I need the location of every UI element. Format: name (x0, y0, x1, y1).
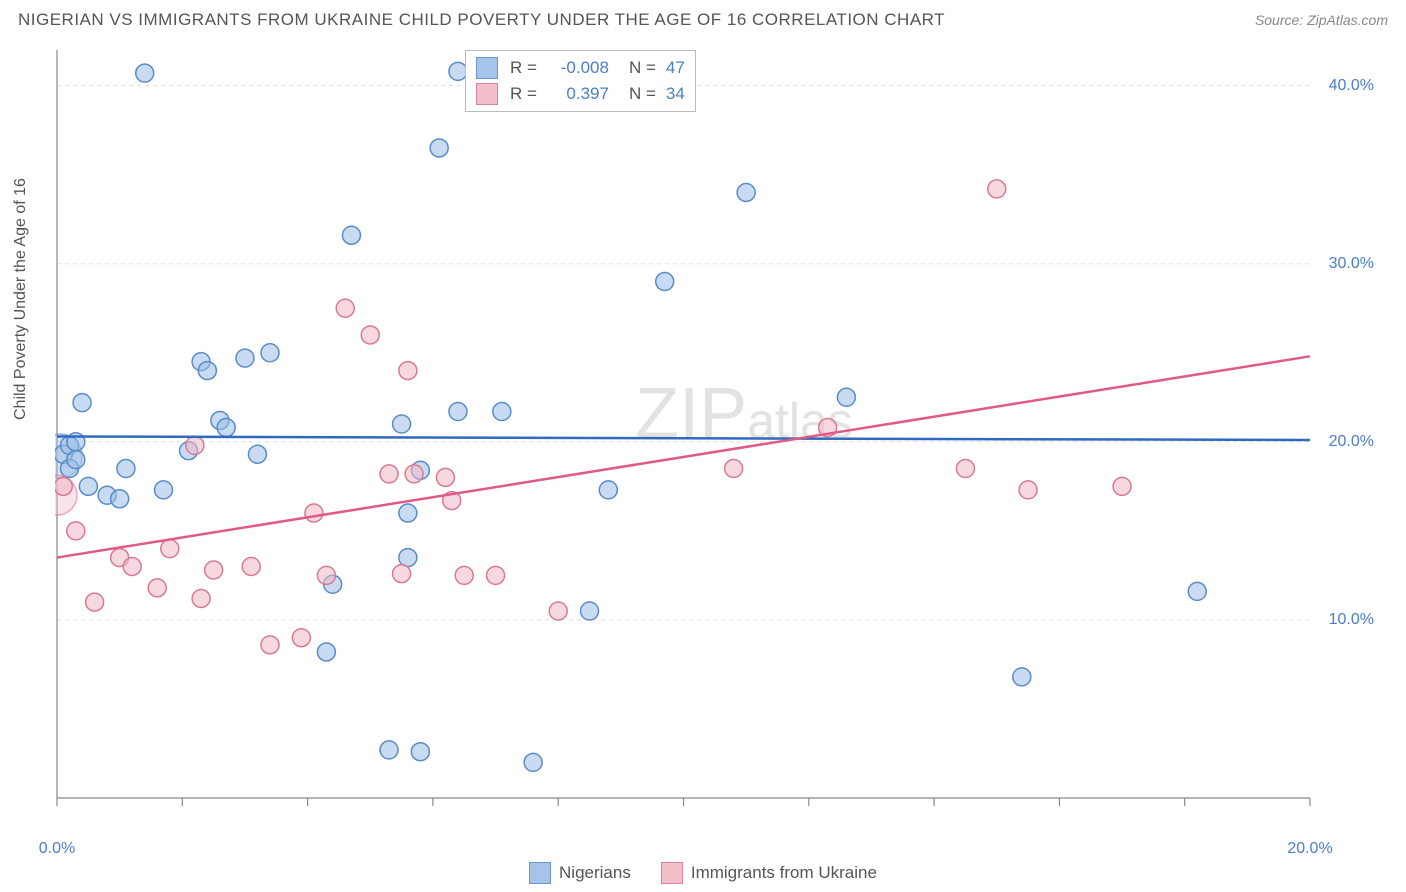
chart-source: Source: ZipAtlas.com (1255, 12, 1388, 28)
swatch-series-1 (476, 57, 498, 79)
scatter-plot: ZIPatlas (55, 48, 1380, 828)
n-label: N = (629, 84, 656, 104)
chart-title: NIGERIAN VS IMMIGRANTS FROM UKRAINE CHIL… (18, 10, 945, 30)
r-label: R = (510, 84, 537, 104)
r-value-1: -0.008 (547, 58, 609, 78)
legend-item-2: Immigrants from Ukraine (661, 862, 877, 884)
svg-text:ZIPatlas: ZIPatlas (635, 374, 853, 454)
series-legend: Nigerians Immigrants from Ukraine (0, 862, 1406, 884)
xtick-label: 20.0% (1287, 840, 1332, 858)
ytick-label: 40.0% (1329, 77, 1374, 95)
swatch-nigerians (529, 862, 551, 884)
swatch-series-2 (476, 83, 498, 105)
r-label: R = (510, 58, 537, 78)
ytick-label: 20.0% (1329, 433, 1374, 451)
ytick-label: 30.0% (1329, 255, 1374, 273)
n-value-2: 34 (666, 84, 685, 104)
ytick-label: 10.0% (1329, 611, 1374, 629)
legend-label-2: Immigrants from Ukraine (691, 863, 877, 883)
legend-row-2: R = 0.397 N = 34 (476, 81, 685, 107)
n-label: N = (629, 58, 656, 78)
legend-row-1: R = -0.008 N = 47 (476, 55, 685, 81)
y-axis-label: Child Poverty Under the Age of 16 (12, 178, 30, 420)
n-value-1: 47 (666, 58, 685, 78)
r-value-2: 0.397 (547, 84, 609, 104)
swatch-ukraine (661, 862, 683, 884)
correlation-legend: R = -0.008 N = 47 R = 0.397 N = 34 (465, 50, 696, 112)
xtick-label: 0.0% (39, 840, 75, 858)
chart-area: ZIPatlas R = -0.008 N = 47 R = 0.397 N =… (55, 48, 1380, 828)
legend-item-1: Nigerians (529, 862, 631, 884)
legend-label-1: Nigerians (559, 863, 631, 883)
